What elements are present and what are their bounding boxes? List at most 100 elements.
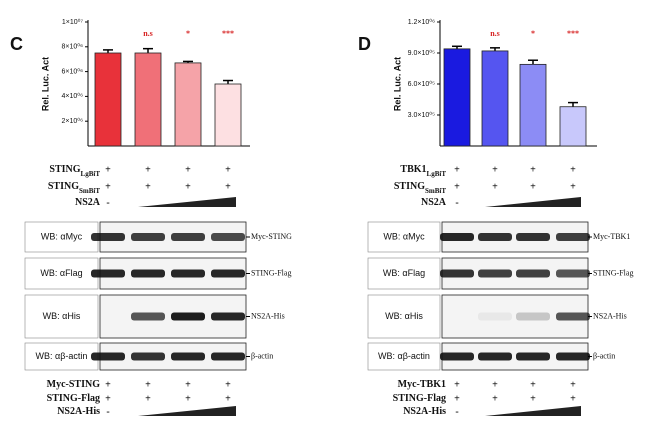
blot-band: [556, 269, 590, 278]
row-mark: +: [145, 393, 151, 404]
row-label-main: Myc-STING: [47, 379, 101, 390]
blot-band: [91, 233, 125, 241]
row-mark: +: [454, 379, 460, 390]
row-label: NS2A: [421, 197, 447, 208]
row-mark: +: [454, 181, 460, 192]
row-mark: +: [105, 393, 111, 404]
row-mark: +: [492, 164, 498, 175]
significance-label: *: [186, 29, 190, 38]
significance-label: n.s: [143, 29, 153, 38]
y-tick-label: 9.0×10⁰⁵: [408, 49, 435, 57]
wb-label-box: [367, 294, 441, 339]
row-label-main: TBK1: [400, 164, 426, 175]
blot-band: [171, 352, 205, 361]
blot-band: [171, 312, 205, 321]
blot-band: [440, 269, 474, 278]
blot-band: [440, 233, 474, 241]
blot-band: [211, 312, 245, 321]
significance-label: *: [531, 29, 535, 38]
significance-label: ***: [567, 29, 579, 38]
wb-label: WB: αFlag: [383, 268, 425, 278]
blot-band: [556, 352, 590, 361]
blot-band: [171, 269, 205, 278]
bar: [559, 106, 587, 147]
wb-target: STING-Flag: [251, 268, 291, 277]
row-label-main: NS2A-His: [403, 406, 446, 417]
blot-band: [478, 352, 512, 361]
row-mark: +: [145, 379, 151, 390]
blot-band: [556, 233, 590, 241]
row-label-sub: LgBiT: [427, 170, 447, 178]
wb-label: WB: αβ-actin: [378, 351, 430, 361]
row-mark: +: [105, 379, 111, 390]
blot-band: [131, 352, 165, 361]
bar: [481, 50, 509, 147]
blot-band: [516, 233, 550, 241]
panel-letter: C: [10, 34, 23, 54]
y-tick-label: 6×10⁰⁶: [62, 67, 84, 75]
row-mark: +: [570, 164, 576, 175]
row-label-main: STING: [394, 181, 425, 192]
blot-band: [131, 233, 165, 241]
row-label: STINGLgBiT: [49, 164, 100, 177]
blot-band: [556, 312, 590, 321]
blot-band: [131, 269, 165, 278]
significance-label: n.s: [490, 29, 500, 38]
row-label: Myc-TBK1: [398, 379, 446, 390]
row-mark: +: [530, 393, 536, 404]
bar: [519, 63, 547, 147]
row-mark: -: [455, 406, 458, 417]
row-label-main: NS2A-His: [57, 406, 100, 417]
y-tick-label: 2×10⁰⁶: [62, 117, 84, 125]
row-label-sub: SmBiT: [425, 187, 446, 195]
row-label-main: NS2A: [75, 197, 101, 208]
row-mark: +: [225, 393, 231, 404]
row-mark: +: [185, 379, 191, 390]
row-mark: +: [530, 181, 536, 192]
row-mark: +: [492, 379, 498, 390]
y-tick-label: 4×10⁰⁶: [62, 92, 84, 100]
row-mark: +: [105, 164, 111, 175]
row-mark: +: [225, 164, 231, 175]
row-label-main: Myc-TBK1: [398, 379, 446, 390]
y-axis-label: Rel. Luc. Act: [40, 57, 50, 111]
row-label-main: NS2A: [421, 197, 447, 208]
wb-label: WB: αHis: [43, 311, 81, 321]
gradient-wedge: [485, 197, 581, 207]
row-label-main: STING: [48, 181, 79, 192]
row-label-main: STING: [49, 164, 80, 175]
panel-letter: D: [358, 34, 371, 54]
wb-label-box: [24, 294, 99, 339]
row-mark: +: [225, 181, 231, 192]
row-label: NS2A: [75, 197, 101, 208]
blot-band: [478, 312, 512, 321]
row-mark: +: [145, 181, 151, 192]
row-mark: +: [185, 393, 191, 404]
blot-band: [131, 312, 165, 321]
wb-target: NS2A-His: [593, 311, 627, 320]
y-tick-label: 1×10⁰⁷: [62, 18, 84, 26]
blot-band: [91, 269, 125, 278]
row-mark: +: [454, 164, 460, 175]
row-mark: +: [530, 379, 536, 390]
bar: [174, 62, 202, 147]
row-mark: +: [145, 164, 151, 175]
row-mark: +: [225, 379, 231, 390]
row-label: STING-Flag: [393, 393, 446, 404]
bar: [443, 48, 471, 147]
row-label-sub: SmBiT: [79, 187, 100, 195]
blot-band: [440, 352, 474, 361]
wb-target: β-actin: [251, 351, 273, 360]
wb-target: STING-Flag: [593, 268, 633, 277]
row-mark: -: [106, 197, 109, 208]
wb-label: WB: αHis: [385, 311, 423, 321]
blot-band: [211, 233, 245, 241]
gradient-wedge: [138, 197, 236, 207]
row-label-sub: LgBiT: [81, 170, 101, 178]
wb-target: Myc-TBK1: [593, 232, 630, 241]
gradient-wedge: [138, 406, 236, 416]
row-mark: +: [570, 181, 576, 192]
y-tick-label: 1.2×10⁰⁶: [408, 18, 435, 26]
row-label: NS2A-His: [57, 406, 100, 417]
y-tick-label: 3.0×10⁰⁵: [408, 111, 435, 119]
